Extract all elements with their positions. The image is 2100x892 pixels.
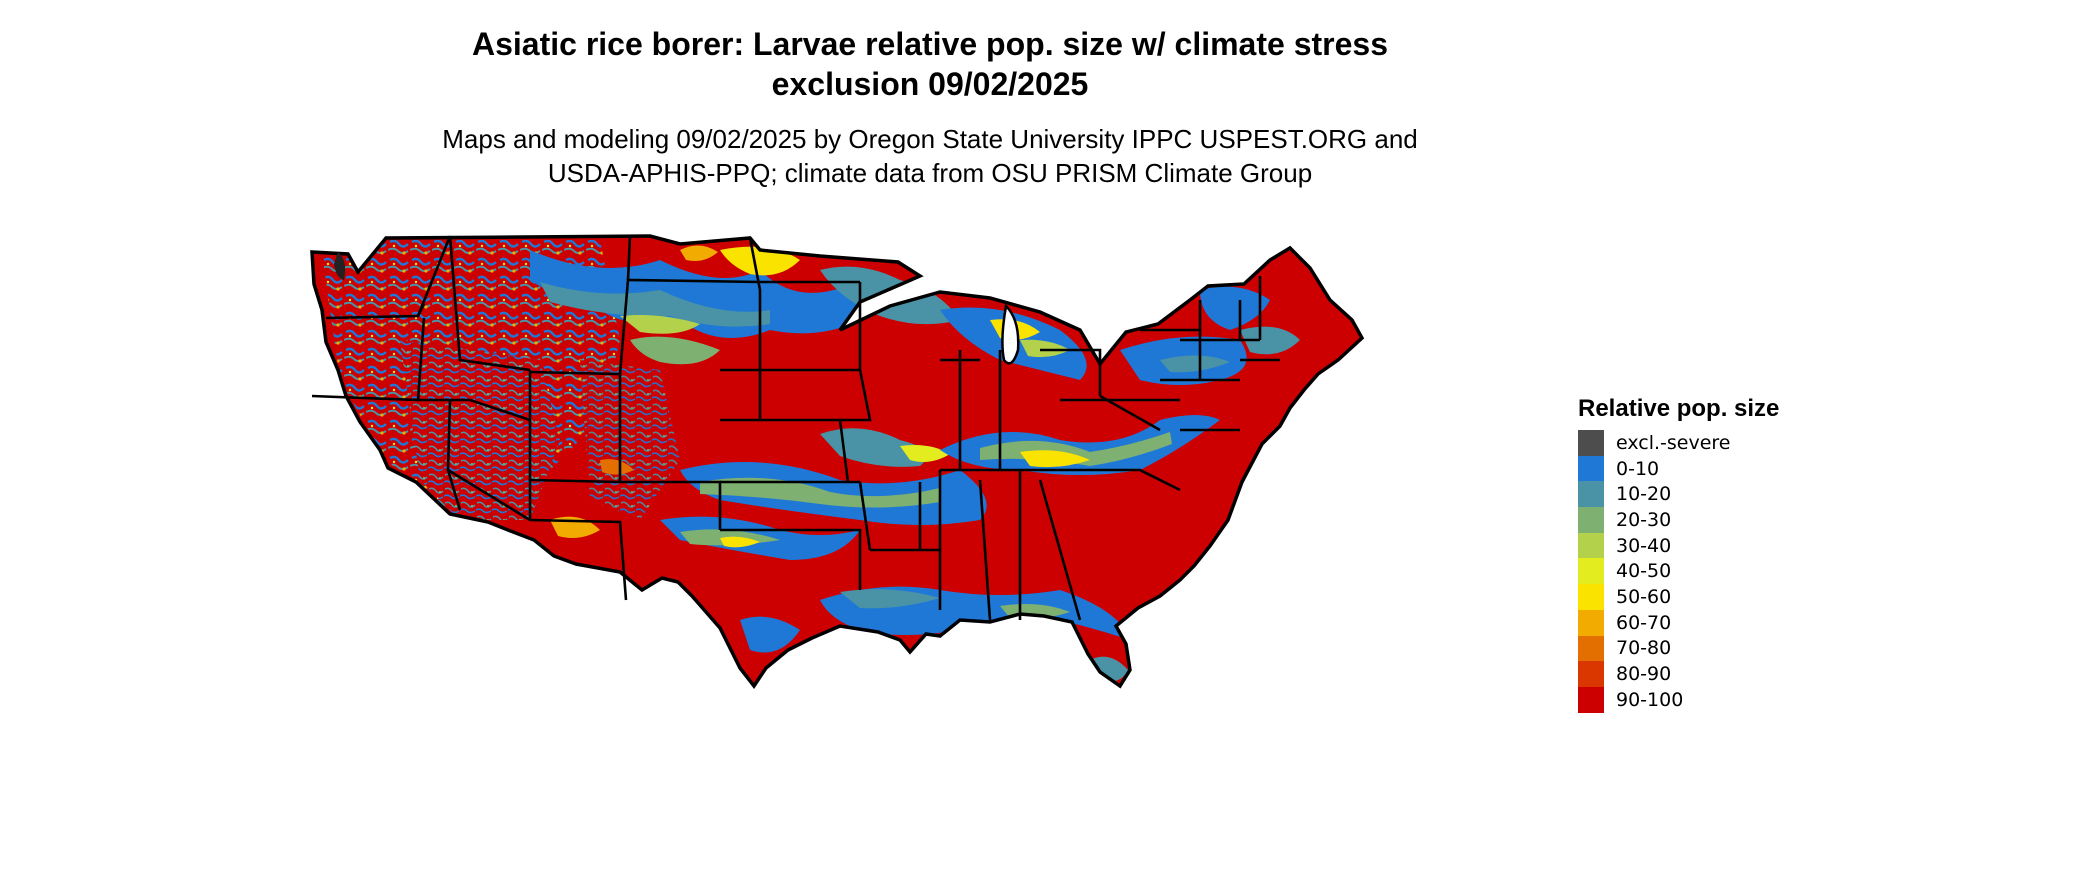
legend-item: 0-10 (1578, 455, 1878, 482)
legend-item: 70-80 (1578, 635, 1878, 662)
legend-swatch (1578, 635, 1604, 662)
legend-item: 80-90 (1578, 661, 1878, 687)
legend-item: 40-50 (1578, 558, 1878, 585)
legend-label: 70-80 (1616, 637, 1672, 660)
legend-label: 40-50 (1616, 560, 1672, 583)
map-title-line-2: exclusion 09/02/2025 (771, 66, 1089, 102)
legend-swatch (1578, 481, 1604, 508)
puget-sound (334, 252, 346, 280)
legend-swatch (1578, 430, 1604, 456)
legend-label: 90-100 (1616, 688, 1684, 711)
legend-item: 50-60 (1578, 584, 1878, 610)
map-subtitle: Maps and modeling 09/02/2025 by Oregon S… (370, 122, 1490, 190)
legend-label: 30-40 (1616, 534, 1672, 557)
map-title-line-1: Asiatic rice borer: Larvae relative pop.… (472, 26, 1388, 62)
state-boundaries (311, 235, 1280, 621)
map-subtitle-line-1: Maps and modeling 09/02/2025 by Oregon S… (442, 124, 1418, 154)
legend-swatch (1578, 609, 1604, 636)
us-map-panel (300, 220, 1560, 890)
legend-label: 80-90 (1616, 663, 1672, 686)
legend-item: 60-70 (1578, 609, 1878, 636)
legend-swatch (1578, 507, 1604, 533)
legend-title: Relative pop. size (1578, 395, 1780, 422)
legend-label: 10-20 (1616, 483, 1672, 506)
legend-label: 60-70 (1616, 611, 1672, 634)
legend-item: 90-100 (1578, 686, 1878, 713)
map-title: Asiatic rice borer: Larvae relative pop.… (370, 24, 1490, 104)
map-legend: Relative pop. size excl.-severe 0-10 10-20… (1578, 394, 1878, 713)
legend-label: 0-10 (1616, 457, 1660, 480)
legend-item: excl.-severe (1578, 430, 1878, 456)
legend-swatch (1578, 584, 1604, 610)
lake-michigan (1001, 303, 1020, 365)
legend-label: 20-30 (1616, 508, 1672, 531)
legend-item: 10-20 (1578, 481, 1878, 508)
legend-swatch (1578, 558, 1604, 585)
map-subtitle-line-2: USDA-APHIS-PPQ; climate data from OSU PR… (547, 158, 1313, 188)
us-map (310, 234, 1364, 688)
population-raster (312, 236, 1362, 686)
legend-label: 50-60 (1616, 585, 1672, 608)
legend-swatch (1578, 532, 1604, 559)
legend-swatch (1578, 686, 1604, 713)
legend-items: excl.-severe 0-10 10-20 20-30 30-40 40-50 50-6… (1578, 430, 1878, 713)
legend-item: 20-30 (1578, 507, 1878, 533)
legend-label: excl.-severe (1616, 431, 1731, 454)
legend-item: 30-40 (1578, 532, 1878, 559)
legend-swatch (1578, 661, 1604, 687)
legend-swatch (1578, 455, 1604, 482)
